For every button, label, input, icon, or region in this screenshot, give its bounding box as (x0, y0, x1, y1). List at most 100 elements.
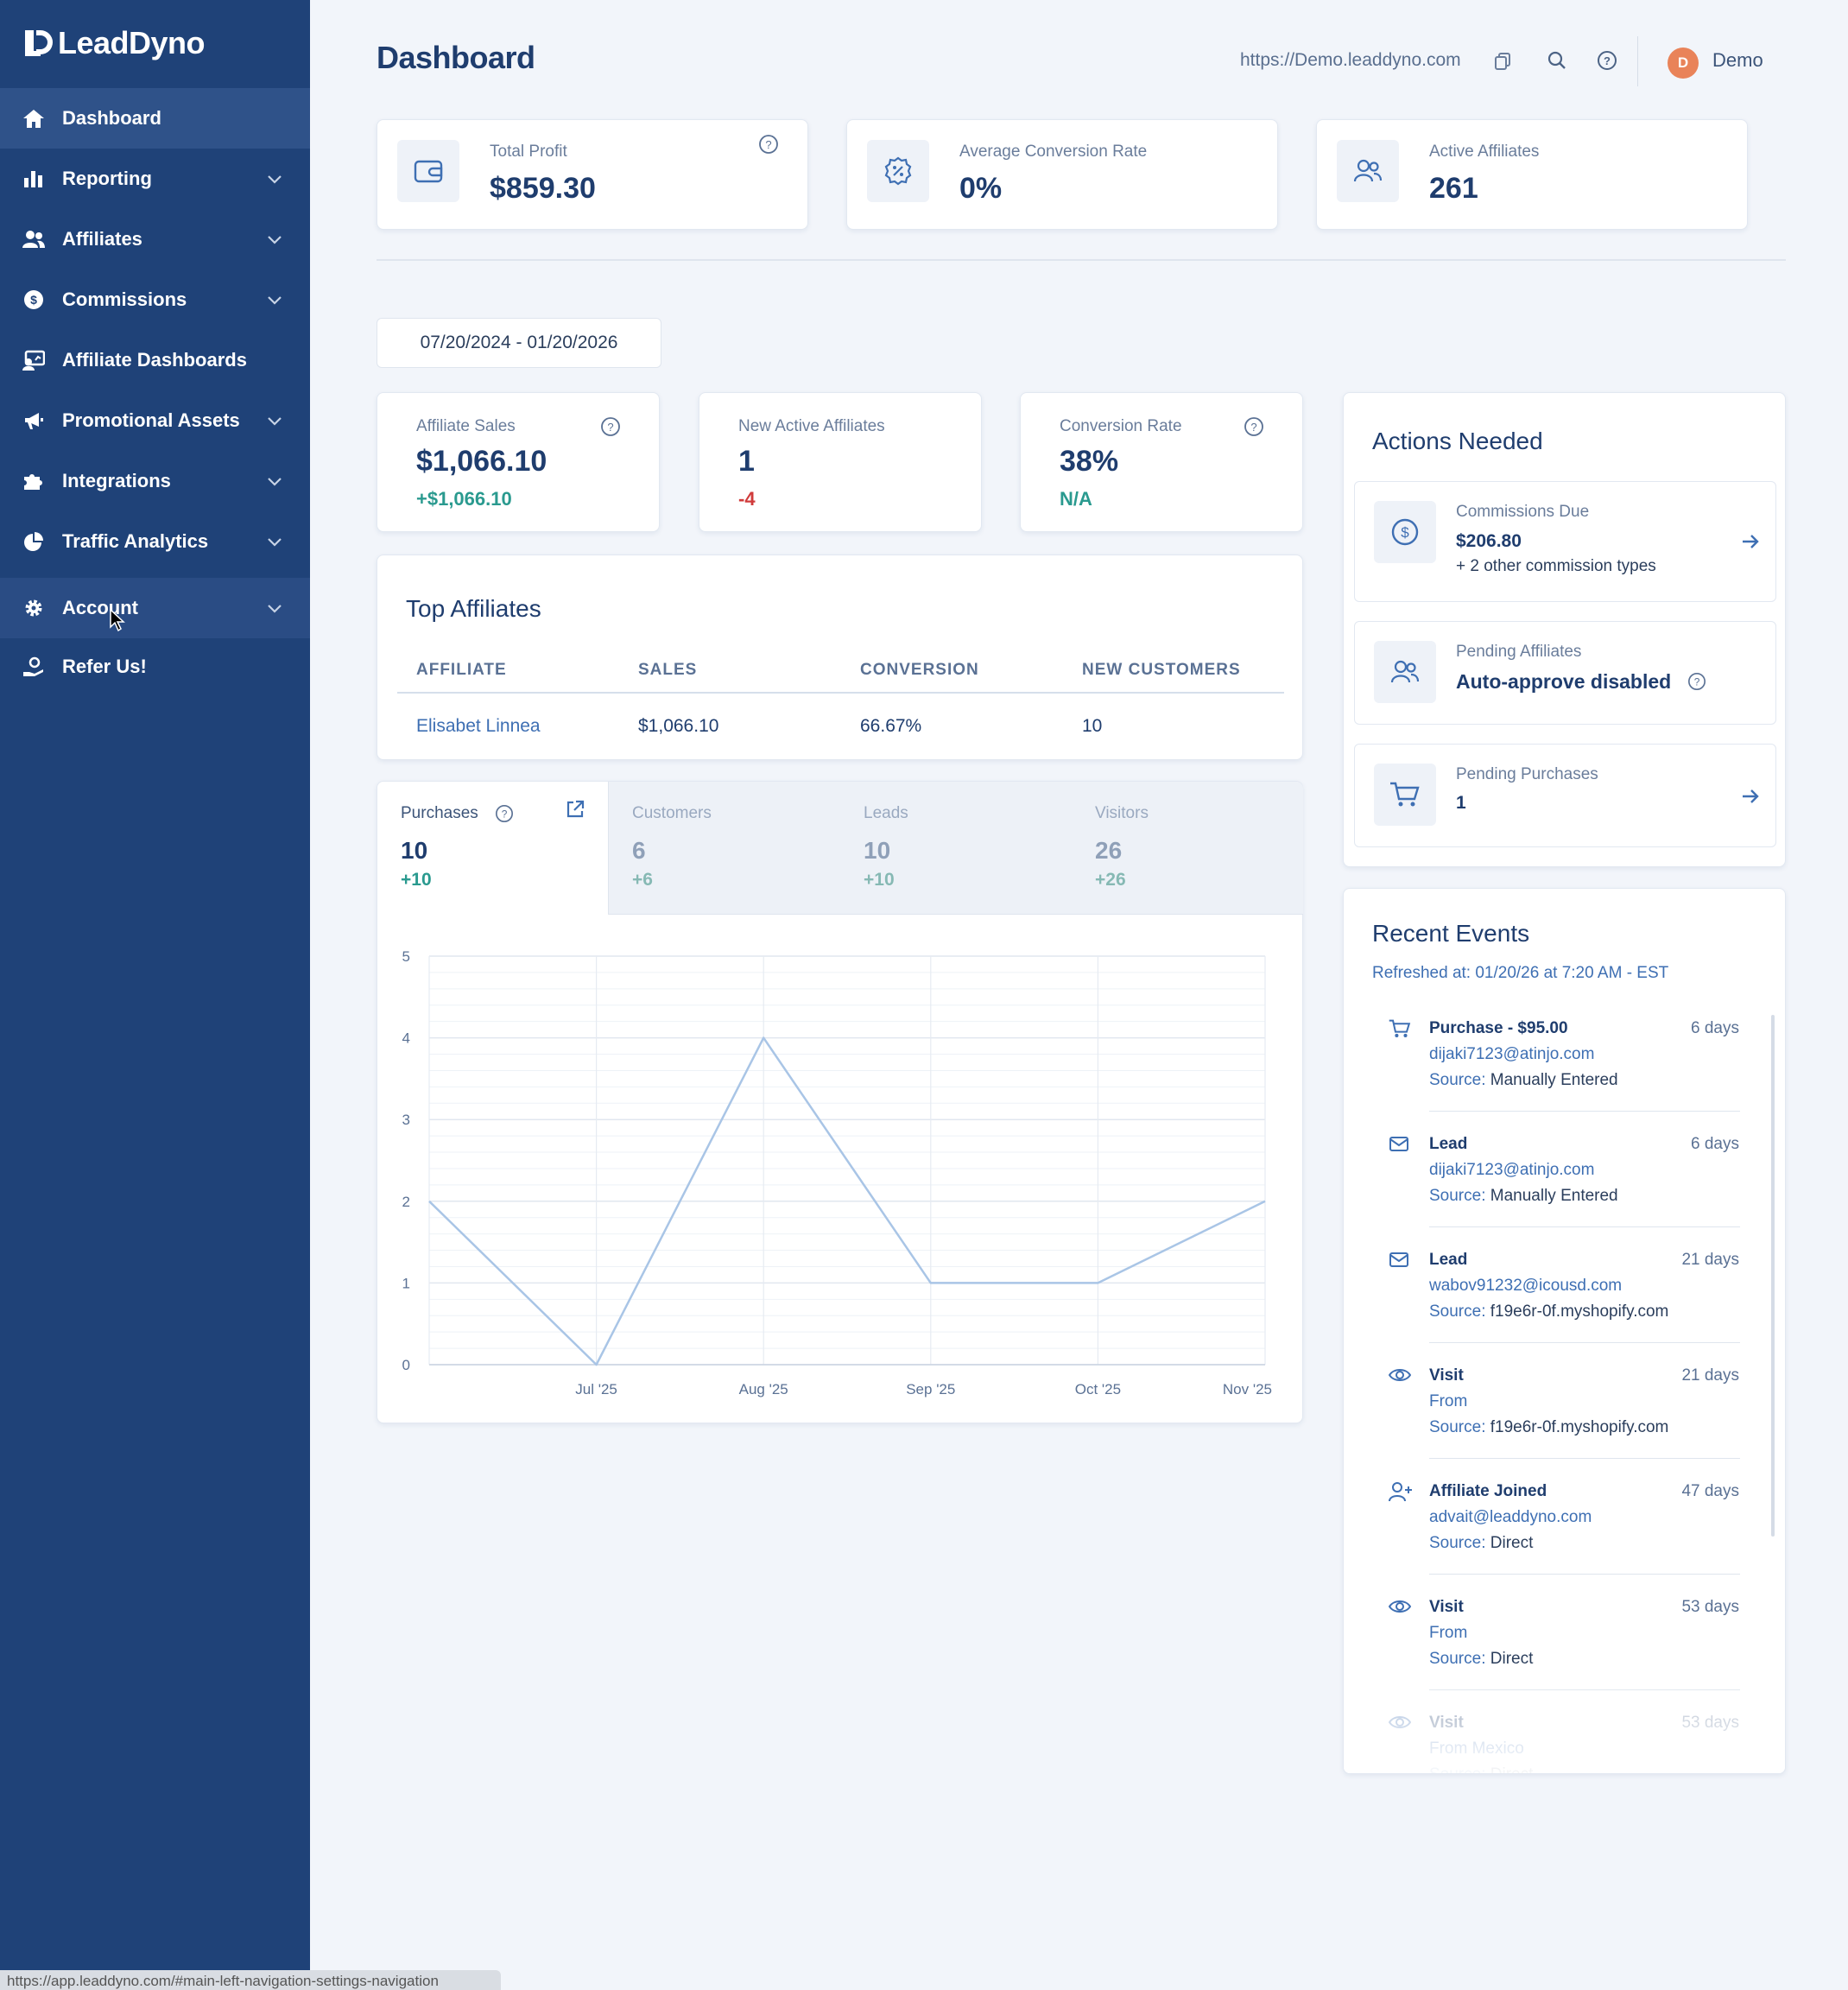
kpi-label: Conversion Rate (1060, 417, 1182, 435)
sidebar-item-reporting[interactable]: Reporting (0, 149, 310, 209)
event-item[interactable]: Lead 6 days dijaki7123@atinjo.com Source: M… (1344, 1131, 1785, 1246)
help-icon[interactable]: ? (1687, 672, 1706, 691)
source-prefix: Source: (1429, 1534, 1486, 1552)
event-age: 6 days (1691, 1135, 1739, 1153)
percent-badge-icon (867, 140, 929, 202)
action-value: 1 (1456, 793, 1466, 813)
column-header[interactable]: AFFILIATE (416, 661, 507, 679)
source-prefix: Source: (1429, 1302, 1486, 1321)
event-source: Direct (1490, 1534, 1534, 1552)
y-tick-label: 4 (402, 1030, 410, 1047)
leaddyno-logo[interactable]: LeadDyno (23, 25, 206, 60)
copy-icon[interactable] (1490, 48, 1516, 74)
mouse-cursor-icon (110, 608, 125, 632)
action-item-commissions-due[interactable]: $ Commissions Due $206.80 + 2 other comm… (1354, 481, 1776, 602)
help-icon[interactable]: ? (495, 804, 514, 823)
app-name: LeadDyno (58, 25, 206, 60)
summary-label: Active Affiliates (1429, 143, 1540, 161)
action-value: $206.80 (1456, 531, 1522, 551)
y-tick-label: 0 (402, 1357, 410, 1373)
sidebar-item-label: Affiliates (62, 228, 142, 250)
sidebar-item-traffic-analytics[interactable]: Traffic Analytics (0, 511, 310, 572)
arrow-right-icon[interactable] (1740, 786, 1761, 807)
bar-chart-icon (22, 168, 45, 189)
tab-leads[interactable]: Leads 10 +10 (840, 782, 1072, 915)
avatar[interactable]: D (1668, 48, 1699, 79)
chevron-down-icon (268, 175, 282, 184)
event-age: 21 days (1681, 1366, 1739, 1385)
source-prefix: Source: (1429, 1187, 1486, 1205)
event-source: f19e6r-0f.myshopify.com (1490, 1418, 1669, 1436)
sidebar-item-integrations[interactable]: Integrations (0, 451, 310, 511)
megaphone-icon (22, 410, 45, 431)
summary-label: Total Profit (490, 143, 567, 161)
event-item[interactable]: Visit 21 days From Source: f19e6r-0f.myshop… (1344, 1362, 1785, 1478)
svg-text:?: ? (607, 421, 613, 434)
arrow-right-icon[interactable] (1740, 531, 1761, 552)
affiliate-name-link[interactable]: Elisabet Linnea (416, 716, 541, 736)
event-age: 53 days (1681, 1598, 1739, 1616)
sidebar-item-affiliates[interactable]: Affiliates (0, 209, 310, 269)
svg-text:?: ? (1604, 54, 1611, 67)
mail-icon (1389, 1134, 1409, 1157)
event-item[interactable]: Purchase - $95.00 6 days dijaki7123@atinjo… (1344, 1015, 1785, 1131)
help-icon[interactable]: ? (1244, 416, 1264, 437)
event-source: f19e6r-0f.myshopify.com (1490, 1302, 1669, 1321)
help-icon[interactable]: ? (1594, 48, 1620, 73)
affiliate-portal-url: https://Demo.leaddyno.com (1240, 50, 1461, 70)
sidebar-item-affiliate-dashboards[interactable]: Affiliate Dashboards (0, 330, 310, 390)
column-header[interactable]: CONVERSION (860, 661, 979, 679)
search-icon[interactable] (1544, 48, 1570, 73)
status-bar-url: https://app.leaddyno.com/#main-left-navi… (0, 1970, 501, 1990)
help-icon[interactable]: ? (758, 134, 779, 155)
scrollbar[interactable] (1771, 1015, 1775, 1537)
event-divider (1429, 1458, 1740, 1459)
event-detail: dijaki7123@atinjo.com (1429, 1045, 1595, 1063)
action-value: Auto-approve disabled (1456, 670, 1672, 693)
tab-visitors[interactable]: Visitors 26 +26 (1072, 782, 1303, 915)
event-age: 21 days (1681, 1251, 1739, 1269)
external-link-icon[interactable] (565, 799, 585, 820)
y-tick-label: 2 (402, 1194, 410, 1210)
user-menu-name[interactable]: Demo (1712, 49, 1763, 71)
tab-label: Visitors (1095, 804, 1149, 822)
summary-card-active-affiliates: Active Affiliates 261 (1316, 119, 1748, 230)
table-cell-new-customers: 10 (1082, 716, 1103, 736)
section-title: Top Affiliates (406, 595, 541, 622)
source-prefix: Source: (1429, 1071, 1486, 1089)
metrics-chart-card: Purchases ? 10 +10 Customers 6 +6 Leads … (377, 781, 1303, 1423)
x-tick-label: Jul '25 (575, 1381, 617, 1397)
action-item-pending-affiliates[interactable]: Pending Affiliates Auto-approve disabled… (1354, 621, 1776, 725)
date-range-picker[interactable]: 07/20/2024 - 01/20/2026 (377, 318, 661, 368)
tab-customers[interactable]: Customers 6 +6 (609, 782, 840, 915)
summary-card-average-conversion-rate: Average Conversion Rate 0% (846, 119, 1278, 230)
fade-overlay (1344, 1675, 1785, 1773)
event-item[interactable]: Lead 21 days wabov91232@icousd.com Source: … (1344, 1246, 1785, 1362)
help-icon[interactable]: ? (600, 416, 621, 437)
chevron-down-icon (268, 417, 282, 426)
column-header[interactable]: NEW CUSTOMERS (1082, 661, 1241, 679)
event-divider (1429, 1342, 1740, 1343)
cart-icon (1374, 764, 1436, 826)
tab-purchases[interactable]: Purchases ? 10 +10 (377, 782, 609, 915)
action-item-pending-purchases[interactable]: Pending Purchases 1 (1354, 744, 1776, 847)
chevron-down-icon (268, 296, 282, 305)
purchases-line-chart: 0 1 2 3 4 5 Jul '25 Aug '25 Sep '25 Oct '25 Nov '2… (402, 948, 1272, 1397)
dollar-coin-icon: $ (22, 289, 45, 310)
sidebar-item-account[interactable]: Account (0, 578, 310, 638)
event-source: Manually Entered (1490, 1187, 1618, 1205)
event-detail: dijaki7123@atinjo.com (1429, 1161, 1595, 1179)
sidebar-item-promotional-assets[interactable]: Promotional Assets (0, 390, 310, 451)
sidebar-item-commissions[interactable]: $ Commissions (0, 269, 310, 330)
action-subtext: + 2 other commission types (1456, 557, 1656, 575)
users-icon (22, 229, 45, 250)
column-header[interactable]: SALES (638, 661, 698, 679)
event-item[interactable]: Affiliate Joined 47 days advait@leaddyno.c… (1344, 1478, 1785, 1594)
gear-icon (22, 598, 45, 618)
kpi-label: Affiliate Sales (416, 417, 516, 435)
svg-text:?: ? (1694, 676, 1700, 688)
chevron-down-icon (268, 478, 282, 486)
x-tick-label: Nov '25 (1223, 1381, 1272, 1397)
sidebar-item-dashboard[interactable]: Dashboard (0, 88, 310, 149)
sidebar-item-refer-us[interactable]: Refer Us! (0, 637, 310, 697)
